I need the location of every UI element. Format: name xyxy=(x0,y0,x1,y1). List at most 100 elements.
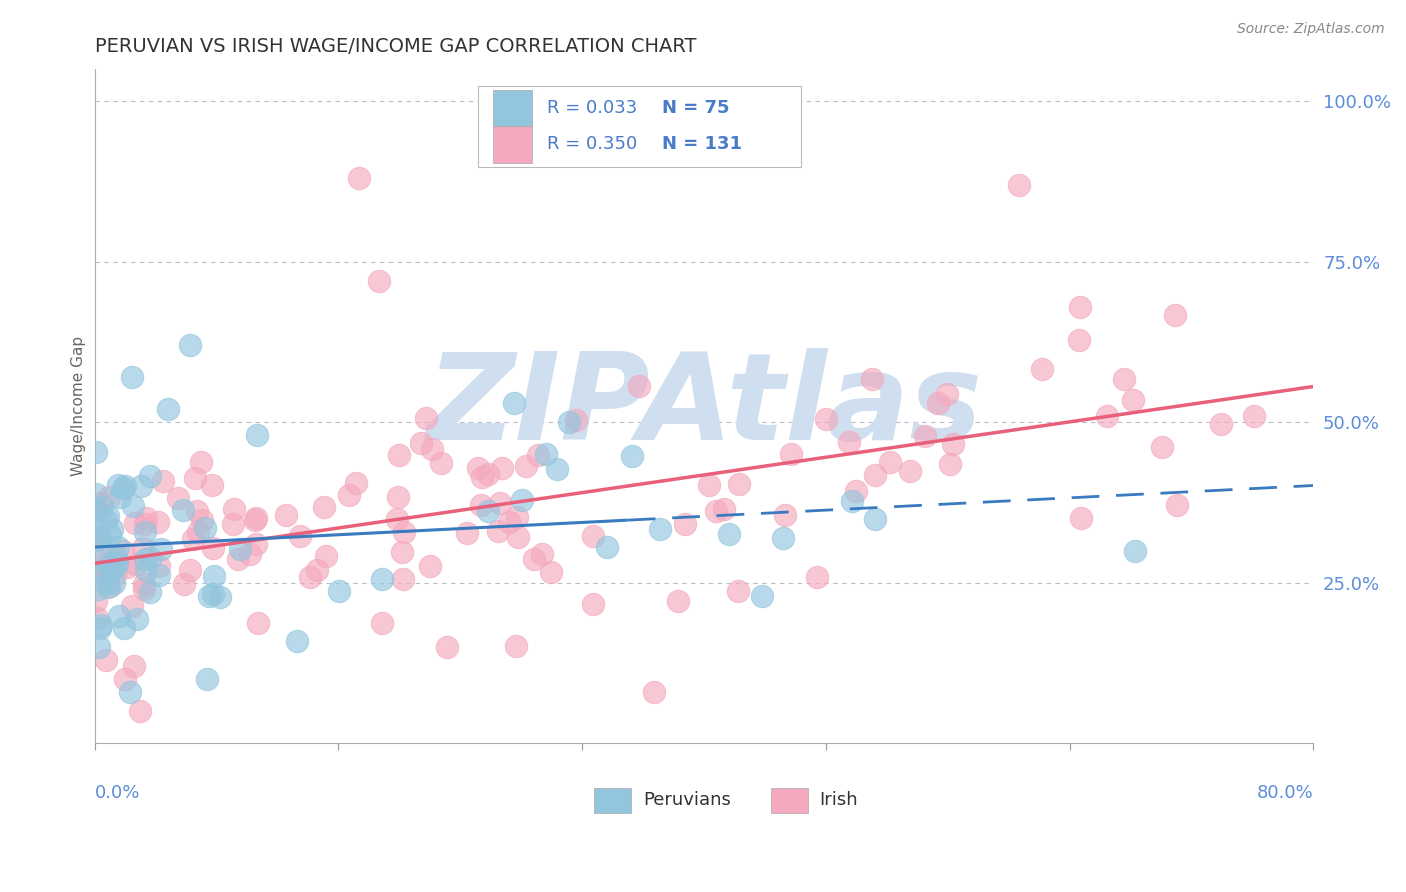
Point xyxy=(96,513,118,527)
Point xyxy=(385,511,408,525)
Point xyxy=(927,395,949,409)
Point xyxy=(111,481,134,495)
Point xyxy=(139,585,162,599)
Point xyxy=(420,442,443,456)
Point xyxy=(486,524,509,539)
Point xyxy=(419,558,441,573)
Point xyxy=(96,576,118,591)
Point xyxy=(98,579,121,593)
Point xyxy=(125,612,148,626)
Point xyxy=(98,490,121,504)
Text: N = 75: N = 75 xyxy=(662,100,730,118)
Point xyxy=(477,467,499,481)
Point xyxy=(124,516,146,530)
Point xyxy=(90,533,112,547)
Point xyxy=(101,522,124,536)
Point xyxy=(643,685,665,699)
Point xyxy=(1166,498,1188,512)
Point xyxy=(198,590,221,604)
Point xyxy=(648,523,671,537)
Point xyxy=(621,449,644,463)
Point xyxy=(132,541,155,556)
Point xyxy=(190,455,212,469)
Point xyxy=(89,571,111,585)
Point xyxy=(371,572,394,586)
Point xyxy=(772,531,794,545)
Point xyxy=(118,685,141,699)
Point xyxy=(139,469,162,483)
Point xyxy=(523,552,546,566)
Text: N = 131: N = 131 xyxy=(662,135,742,153)
Point xyxy=(540,565,562,579)
Point xyxy=(806,570,828,584)
Point xyxy=(222,502,245,516)
Point xyxy=(477,504,499,518)
Point xyxy=(1150,441,1173,455)
Point xyxy=(103,556,125,570)
Bar xyxy=(770,788,807,814)
Point xyxy=(845,483,868,498)
Point xyxy=(132,577,155,591)
Point xyxy=(1070,511,1092,525)
Point xyxy=(392,572,415,586)
Point xyxy=(135,511,157,525)
Point xyxy=(84,533,107,548)
Point xyxy=(1069,300,1091,314)
Point xyxy=(97,509,120,524)
Point xyxy=(86,529,108,543)
Point xyxy=(394,524,416,539)
Point xyxy=(717,526,740,541)
Point xyxy=(89,640,111,654)
Point xyxy=(148,558,170,573)
Point xyxy=(105,566,128,580)
Point xyxy=(328,584,350,599)
Point xyxy=(558,415,581,429)
Point xyxy=(90,496,112,510)
Point xyxy=(704,503,727,517)
Point xyxy=(582,597,605,611)
Point xyxy=(179,338,201,352)
Point xyxy=(1031,362,1053,376)
Point xyxy=(89,621,111,635)
Point xyxy=(91,500,114,514)
Point xyxy=(430,456,453,470)
Point xyxy=(84,487,107,501)
Point xyxy=(898,464,921,478)
Text: Source: ZipAtlas.com: Source: ZipAtlas.com xyxy=(1237,22,1385,37)
Point xyxy=(229,541,252,556)
Point xyxy=(115,559,138,574)
Point xyxy=(1067,333,1090,347)
Point xyxy=(84,564,107,578)
Point xyxy=(239,547,262,561)
Text: R = 0.350: R = 0.350 xyxy=(547,135,637,153)
Point xyxy=(666,594,689,608)
Point xyxy=(467,461,489,475)
Point xyxy=(128,704,150,718)
Point xyxy=(337,488,360,502)
Point xyxy=(1123,544,1146,558)
Point xyxy=(104,552,127,566)
Point xyxy=(863,468,886,483)
Point xyxy=(93,561,115,575)
Point xyxy=(107,540,129,554)
Point xyxy=(94,653,117,667)
Point xyxy=(942,437,965,451)
Point xyxy=(121,370,143,384)
Point xyxy=(596,540,619,554)
Point xyxy=(1163,309,1185,323)
Point xyxy=(193,521,215,535)
Point xyxy=(90,556,112,570)
Point xyxy=(181,533,204,547)
Point xyxy=(112,544,135,558)
Point xyxy=(388,448,411,462)
Point xyxy=(129,479,152,493)
Point xyxy=(312,500,335,514)
Point xyxy=(84,594,107,608)
Point xyxy=(197,672,219,686)
Point xyxy=(201,541,224,555)
Point xyxy=(98,556,121,570)
Point xyxy=(222,517,245,532)
Point xyxy=(506,509,529,524)
Point xyxy=(201,587,224,601)
Point xyxy=(315,549,337,563)
